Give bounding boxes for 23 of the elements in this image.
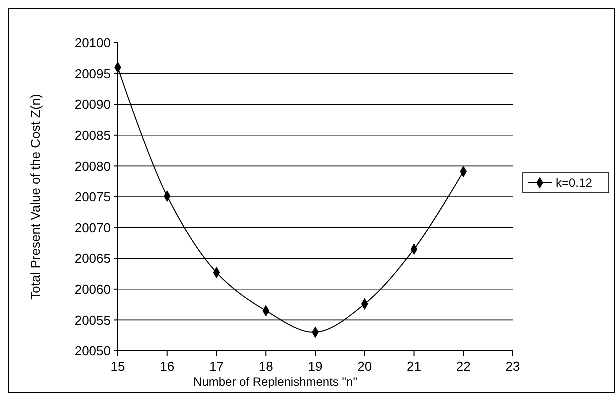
- x-tick-label: 23: [506, 359, 520, 374]
- legend-label: k=0.12: [556, 176, 593, 190]
- x-tick-label: 16: [160, 359, 175, 374]
- y-tick-label: 20085: [74, 128, 111, 143]
- x-tick-label: 21: [407, 359, 422, 374]
- x-tick-label: 15: [110, 359, 126, 374]
- y-tick-label: 20080: [74, 158, 111, 174]
- x-tick-label: 18: [258, 359, 274, 374]
- x-axis-title: Number of Replenishments "n": [194, 375, 358, 389]
- y-tick-label: 20100: [74, 36, 111, 51]
- y-tick-label: 20065: [74, 251, 111, 266]
- x-tick-label: 20: [358, 359, 372, 374]
- y-tick-label: 20060: [74, 282, 111, 297]
- y-axis-title: Total Present Value of the Cost Z(n): [28, 94, 43, 300]
- y-tick-label: 20055: [74, 312, 111, 328]
- y-tick-label: 20075: [74, 190, 111, 205]
- y-tick-label: 20070: [74, 220, 111, 236]
- x-tick-label: 22: [456, 359, 471, 374]
- y-tick-label: 20095: [74, 66, 111, 82]
- x-tick-label: 19: [308, 359, 323, 374]
- y-tick-label: 20090: [74, 97, 111, 112]
- x-tick-label: 17: [210, 359, 224, 374]
- y-tick-label: 20050: [74, 344, 111, 359]
